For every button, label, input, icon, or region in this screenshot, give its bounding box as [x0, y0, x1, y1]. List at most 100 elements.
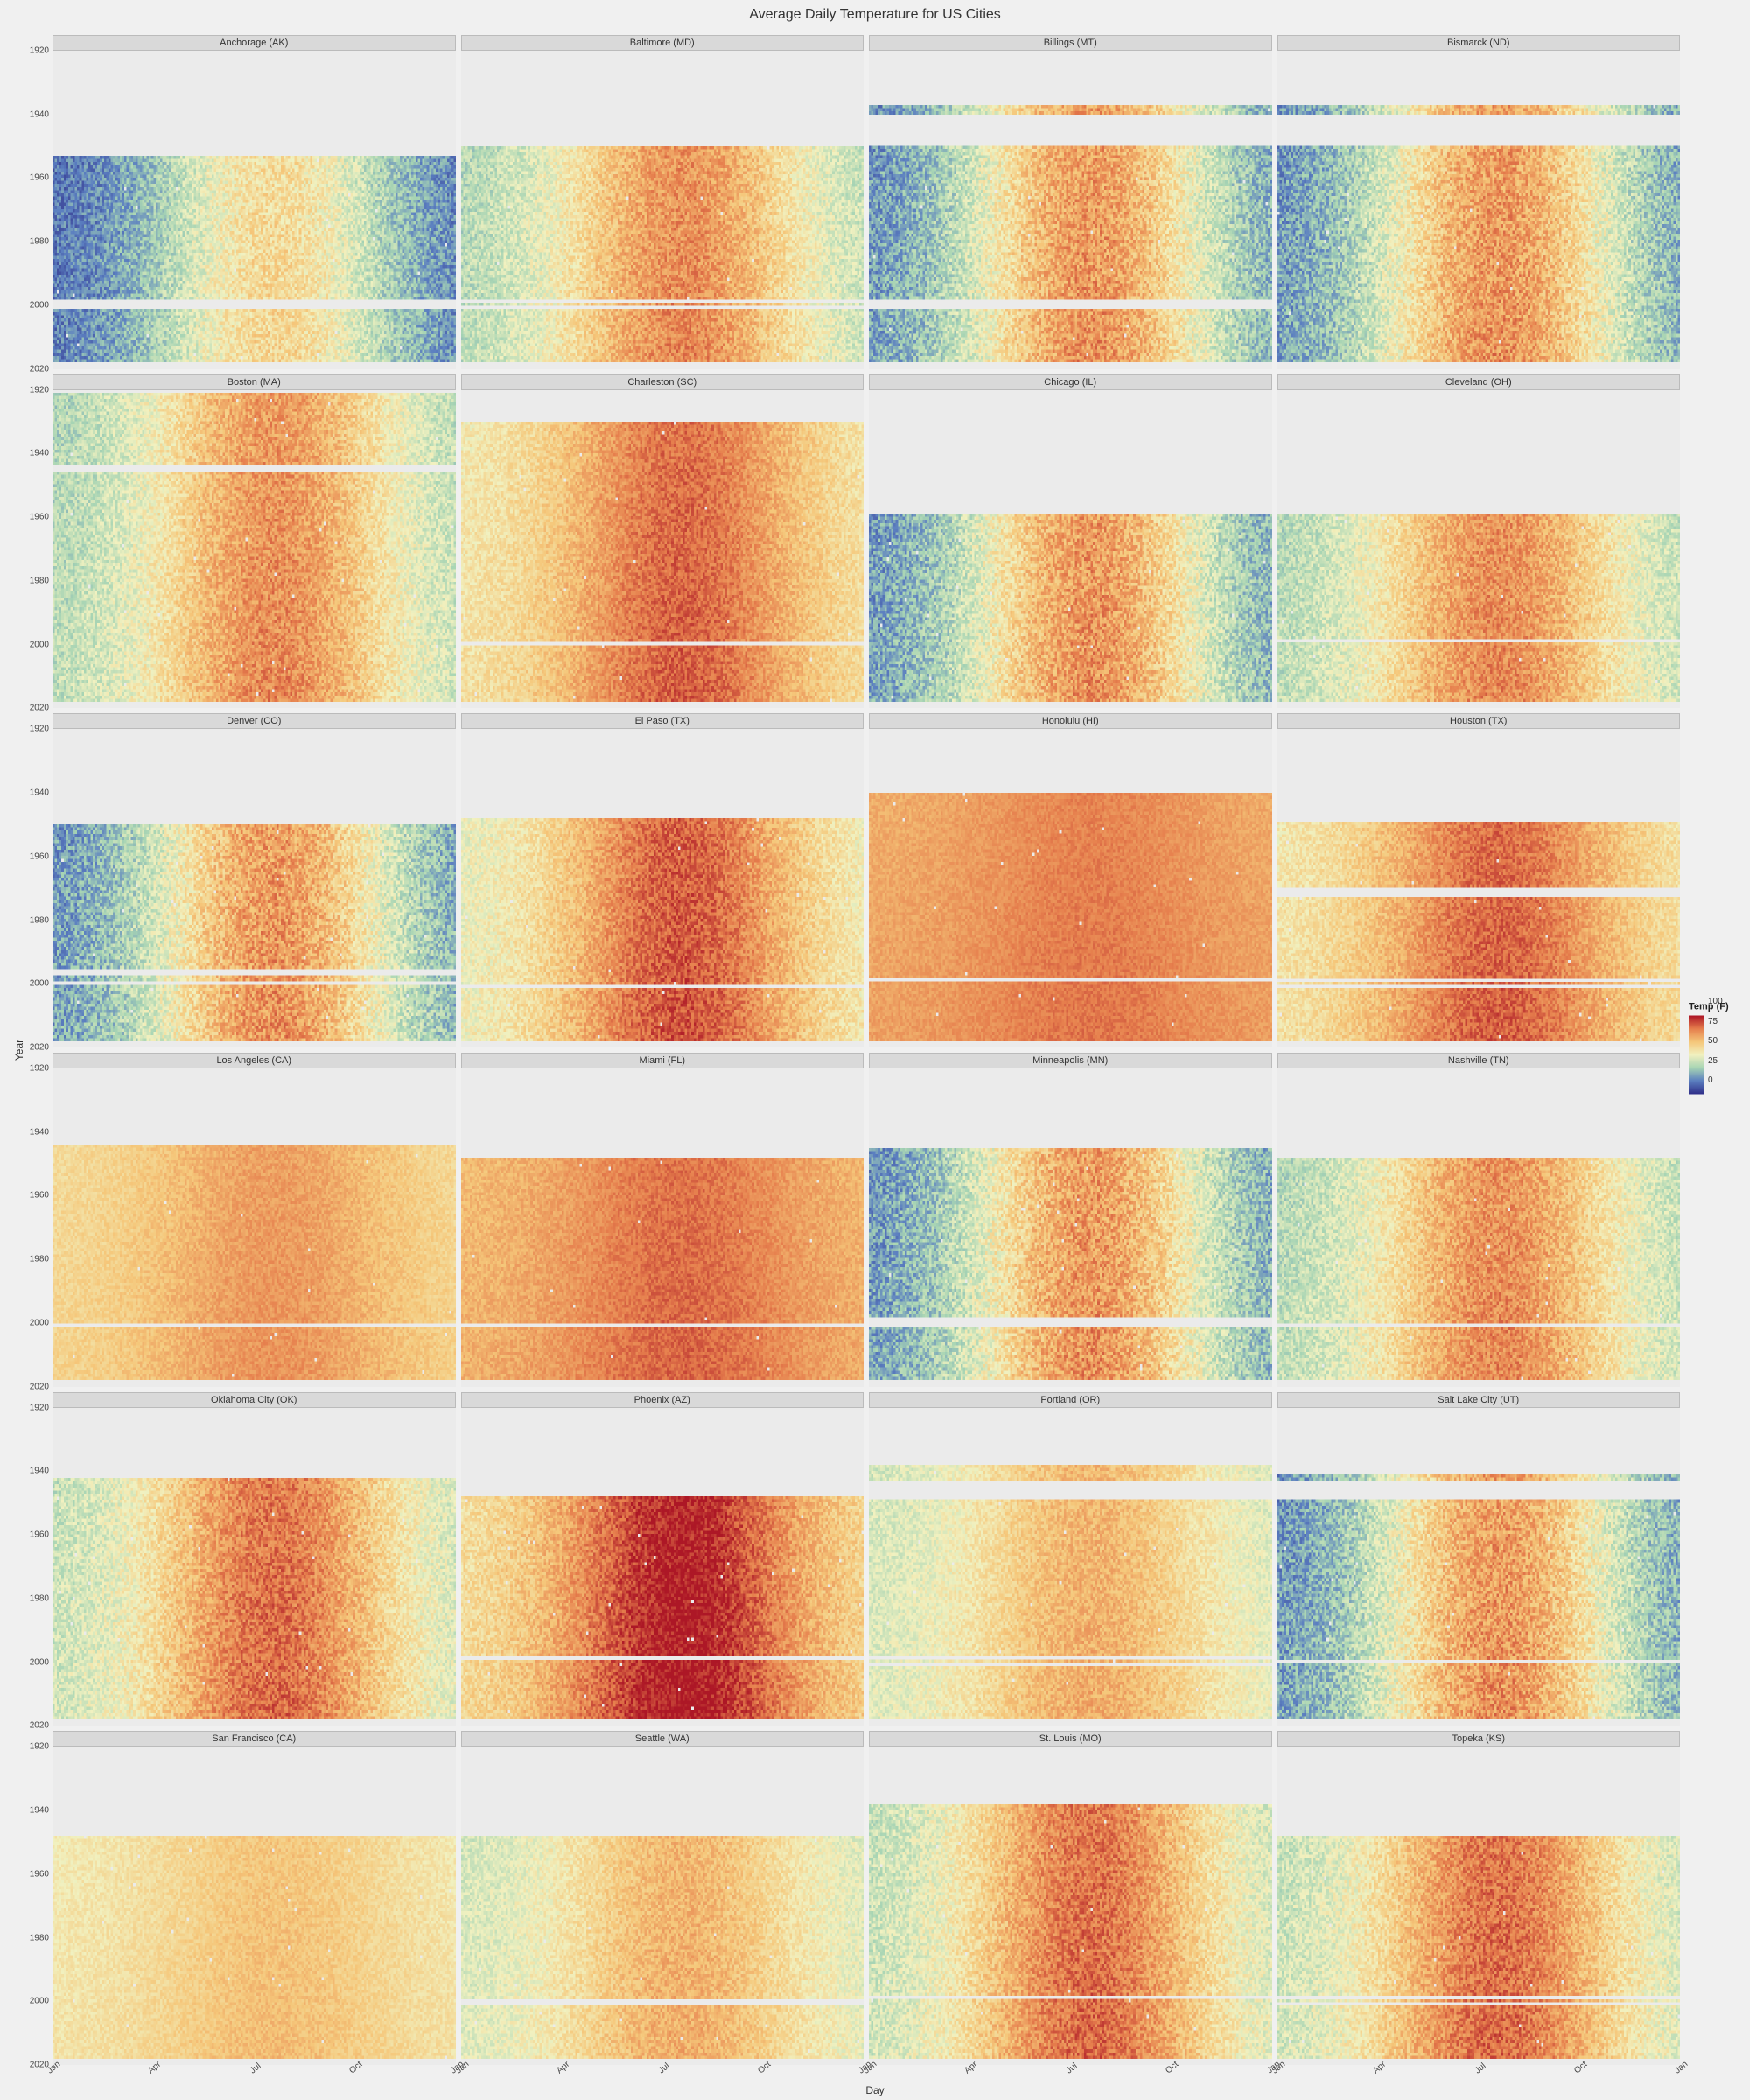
y-tick: 2020 — [30, 1042, 49, 1052]
panel-header: Billings (MT) — [869, 35, 1272, 51]
panel-header: Chicago (IL) — [869, 374, 1272, 390]
y-axis-ticks: 192019401960198020002020 — [19, 51, 51, 369]
panel-body — [52, 729, 456, 1047]
panel-header: Phoenix (AZ) — [461, 1392, 864, 1408]
y-tick: 1940 — [30, 1127, 49, 1137]
legend-tick: 75 — [1708, 1017, 1718, 1026]
y-axis-ticks: 192019401960198020002020 — [19, 390, 51, 709]
y-axis-ticks: 192019401960198020002020 — [19, 1746, 51, 2065]
panel-header: Topeka (KS) — [1278, 1731, 1681, 1746]
y-tick: 1960 — [30, 173, 49, 183]
y-tick: 2000 — [30, 1318, 49, 1327]
legend-tick: 100 — [1708, 997, 1723, 1006]
heatmap — [1278, 822, 1681, 1041]
panel-header: Bismarck (ND) — [1278, 35, 1681, 51]
panel-header: Cleveland (OH) — [1278, 374, 1681, 390]
y-tick: 1940 — [30, 109, 49, 119]
panel-body — [869, 1746, 1272, 2065]
panel-body — [52, 51, 456, 369]
facet-panel: Chicago (IL) — [869, 374, 1272, 709]
y-tick: 2000 — [30, 979, 49, 989]
facet-grid: Anchorage (AK)Baltimore (MD)Billings (MT… — [52, 35, 1680, 2065]
heatmap — [869, 793, 1272, 1041]
facet-panel: Billings (MT) — [869, 35, 1272, 369]
panel-header: Oklahoma City (OK) — [52, 1392, 456, 1408]
facet-panel: Bismarck (ND) — [1278, 35, 1681, 369]
heatmap — [1278, 1836, 1681, 2059]
panel-header: Denver (CO) — [52, 713, 456, 729]
panel-body — [1278, 1068, 1681, 1387]
facet-panel: Minneapolis (MN) — [869, 1053, 1272, 1387]
heatmap — [461, 422, 864, 702]
panel-body — [461, 1068, 864, 1387]
facet-panel: Oklahoma City (OK) — [52, 1392, 456, 1726]
heatmap — [461, 1496, 864, 1719]
facet-panel: Boston (MA) — [52, 374, 456, 709]
y-tick: 1980 — [30, 237, 49, 247]
facet-panel: Los Angeles (CA) — [52, 1053, 456, 1387]
panel-body — [461, 1408, 864, 1726]
heatmap — [52, 1144, 456, 1380]
panel-body — [52, 1408, 456, 1726]
facet-panel: Baltimore (MD) — [461, 35, 864, 369]
heatmap — [869, 514, 1272, 702]
facet-panel: Cleveland (OH) — [1278, 374, 1681, 709]
y-tick: 1920 — [30, 46, 49, 56]
panel-body — [461, 51, 864, 369]
heatmap — [461, 146, 864, 362]
y-tick: 1980 — [30, 915, 49, 925]
facet-panel: St. Louis (MO) — [869, 1731, 1272, 2065]
y-tick: 2000 — [30, 1657, 49, 1667]
facet-panel: Denver (CO) — [52, 713, 456, 1047]
panel-body — [1278, 1746, 1681, 2065]
y-tick: 2000 — [30, 640, 49, 649]
panel-header: Houston (TX) — [1278, 713, 1681, 729]
panel-body — [52, 1746, 456, 2065]
facet-panel: Honolulu (HI) — [869, 713, 1272, 1047]
facet-panel: Nashville (TN) — [1278, 1053, 1681, 1387]
panel-body — [869, 1068, 1272, 1387]
panel-body — [1278, 1408, 1681, 1726]
y-tick: 1940 — [30, 1806, 49, 1816]
color-legend: Temp (F) 0255075100 — [1689, 1002, 1738, 1099]
panel-header: Nashville (TN) — [1278, 1053, 1681, 1068]
heatmap — [1278, 514, 1681, 702]
panel-header: Portland (OR) — [869, 1392, 1272, 1408]
panel-body — [461, 729, 864, 1047]
facet-panel: Miami (FL) — [461, 1053, 864, 1387]
heatmap — [52, 393, 456, 702]
panel-header: Los Angeles (CA) — [52, 1053, 456, 1068]
y-tick: 1920 — [30, 1064, 49, 1074]
facet-panel: Portland (OR) — [869, 1392, 1272, 1726]
heatmap — [461, 818, 864, 1041]
y-tick: 1980 — [30, 1593, 49, 1603]
legend-tick: 50 — [1708, 1036, 1718, 1046]
panel-header: Boston (MA) — [52, 374, 456, 390]
y-tick: 1920 — [30, 1403, 49, 1412]
panel-body — [461, 1746, 864, 2065]
y-tick: 1920 — [30, 385, 49, 395]
panel-header: El Paso (TX) — [461, 713, 864, 729]
panel-body — [869, 1408, 1272, 1726]
panel-body — [1278, 729, 1681, 1047]
y-tick: 1980 — [30, 576, 49, 585]
legend-gradient — [1689, 1016, 1704, 1095]
heatmap — [52, 1836, 456, 2059]
y-tick: 2020 — [30, 1382, 49, 1391]
facet-panel: Charleston (SC) — [461, 374, 864, 709]
x-axis-label: Day — [865, 2084, 884, 2096]
heatmap — [869, 1148, 1272, 1380]
legend-tick: 0 — [1708, 1075, 1713, 1085]
facet-panel: El Paso (TX) — [461, 713, 864, 1047]
panel-body — [869, 51, 1272, 369]
heatmap — [1278, 105, 1681, 363]
facet-panel: Topeka (KS) — [1278, 1731, 1681, 2065]
facet-panel: Houston (TX) — [1278, 713, 1681, 1047]
panel-header: Honolulu (HI) — [869, 713, 1272, 729]
legend-tick: 25 — [1708, 1056, 1718, 1066]
y-tick: 2020 — [30, 364, 49, 374]
panel-body — [1278, 390, 1681, 709]
y-axis-ticks: 192019401960198020002020 — [19, 1408, 51, 1726]
heatmap — [869, 1804, 1272, 2059]
panel-body — [869, 390, 1272, 709]
